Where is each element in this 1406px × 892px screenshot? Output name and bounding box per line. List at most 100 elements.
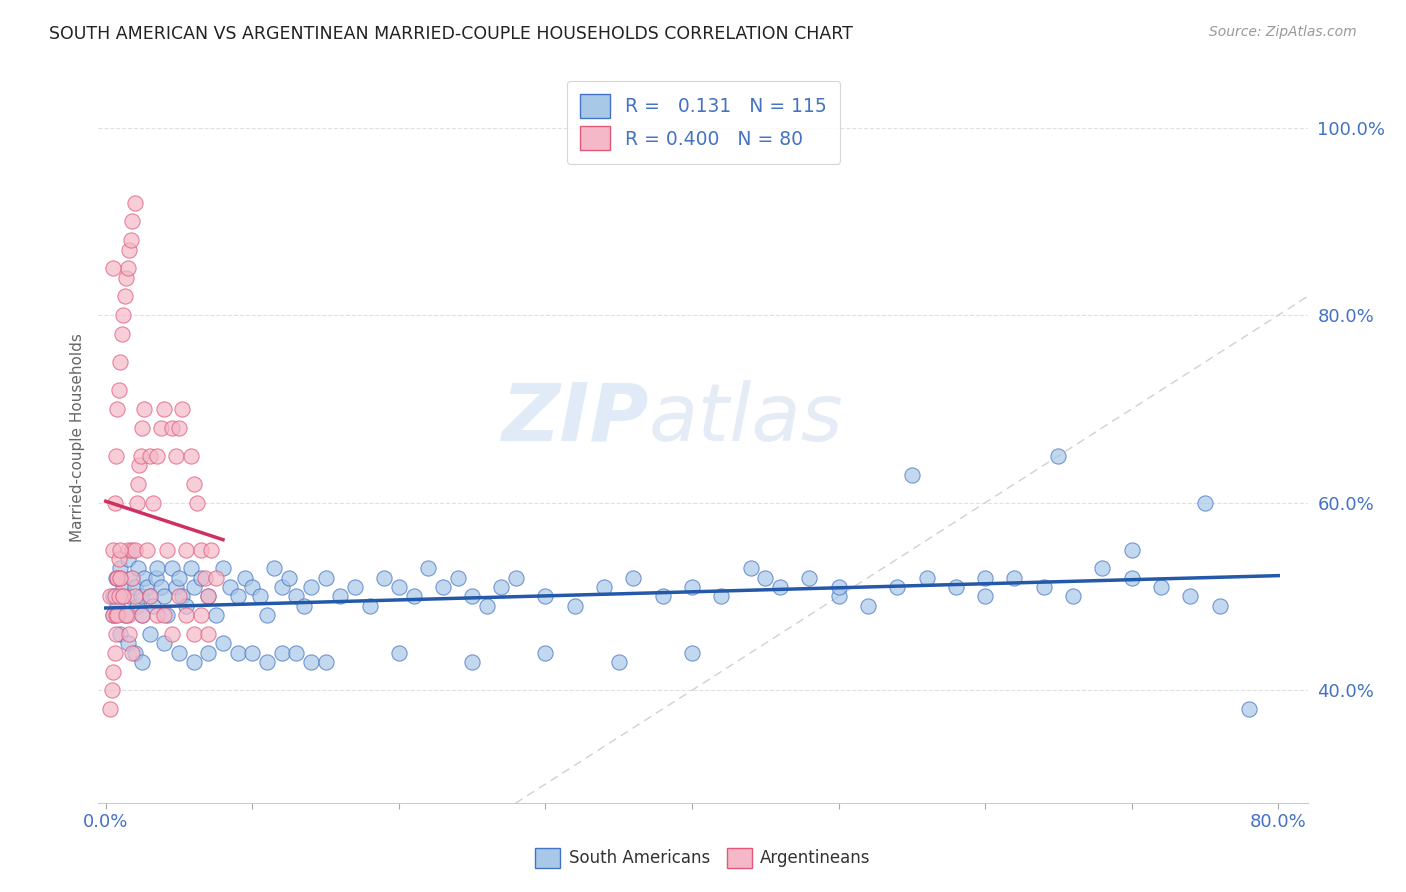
Point [107,571,129,585]
Point [114,608,136,623]
Point [98,702,121,716]
Point [1237,702,1260,716]
Point [124,580,146,594]
Point [1150,580,1173,594]
Point [110,561,132,575]
Point [131,608,153,623]
Point [101,665,124,679]
Point [138,590,160,604]
Point [681,580,703,594]
Point [121,542,143,557]
Point [114,289,136,303]
Point [101,608,124,623]
Point [146,608,169,623]
Point [240,580,263,594]
Point [125,599,148,613]
Point [129,449,152,463]
Point [167,590,190,604]
Point [135,580,157,594]
Point [138,449,160,463]
Point [110,571,132,585]
Point [1047,449,1070,463]
Point [132,401,155,416]
Point [249,590,271,604]
Point [167,420,190,434]
Point [176,599,198,613]
Point [120,233,142,247]
Point [388,646,411,660]
Point [183,655,205,669]
Point [754,571,776,585]
Point [190,571,212,585]
Point [461,590,484,604]
Point [263,561,285,575]
Point [165,449,187,463]
Point [127,477,149,491]
Point [285,590,308,604]
Point [212,636,235,650]
Point [1032,580,1054,594]
Point [111,326,134,341]
Point [135,542,157,557]
Point [101,590,124,604]
Point [101,608,124,623]
Point [115,270,138,285]
Point [534,590,557,604]
Point [974,571,997,585]
Point [505,571,527,585]
Point [651,590,673,604]
Point [1091,561,1114,575]
Point [226,646,249,660]
Point [190,542,212,557]
Point [101,542,124,557]
Point [974,590,997,604]
Point [270,580,292,594]
Point [769,580,792,594]
Point [856,599,879,613]
Point [167,646,190,660]
Point [132,571,155,585]
Point [278,571,301,585]
Point [607,655,630,669]
Point [180,561,202,575]
Point [194,571,217,585]
Point [117,542,139,557]
Point [534,646,557,660]
Point [432,580,454,594]
Point [564,599,586,613]
Point [681,646,703,660]
Point [233,571,256,585]
Point [131,655,153,669]
Point [176,542,198,557]
Point [150,420,173,434]
Point [153,608,176,623]
Point [901,467,924,482]
Point [461,655,484,669]
Point [156,542,179,557]
Point [200,542,222,557]
Point [131,420,153,434]
Point [827,590,849,604]
Point [115,608,138,623]
Point [176,608,198,623]
Point [418,561,440,575]
Point [299,655,322,669]
Point [108,590,131,604]
Point [128,458,150,473]
Point [108,552,131,566]
Point [105,608,128,623]
Point [153,590,176,604]
Point [183,627,205,641]
Point [402,590,425,604]
Point [799,571,821,585]
Point [117,636,139,650]
Point [343,580,366,594]
Point [1004,571,1026,585]
Point [285,646,308,660]
Point [117,552,139,566]
Point [138,590,160,604]
Point [491,580,513,594]
Point [103,590,125,604]
Point [621,571,644,585]
Point [197,627,219,641]
